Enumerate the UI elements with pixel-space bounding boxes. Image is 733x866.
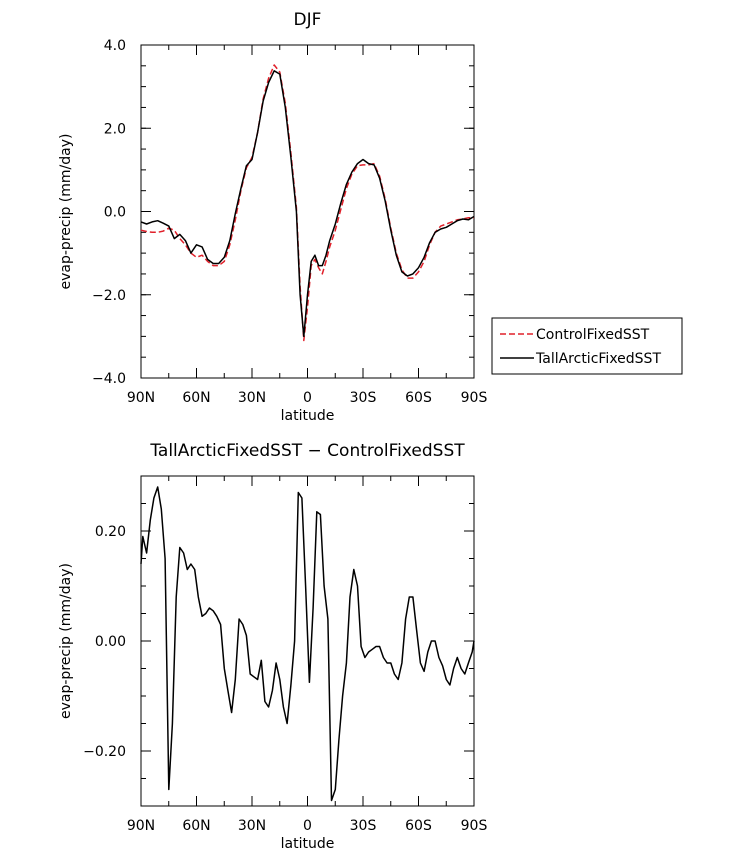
plot-frame: [140, 44, 475, 379]
x-tick-label: 60N: [182, 390, 210, 406]
x-tick-label: 60S: [405, 818, 432, 834]
chart-title: DJF: [294, 10, 322, 30]
x-axis-label: latitude: [281, 836, 335, 852]
x-axis-label: latitude: [281, 408, 335, 424]
x-tick-label: 30N: [238, 818, 266, 834]
x-tick-label: 30N: [238, 390, 266, 406]
bottom-panel: TallArcticFixedSST − ControlFixedSST 90N 6…: [58, 441, 487, 852]
y-tick-label: 4.0: [104, 38, 126, 54]
y-tick-label: −2.0: [92, 288, 126, 304]
x-tick-label: 90N: [127, 818, 155, 834]
top-panel: DJF 90N 60N 30N 0 30S 60S 90S −4.0 −2.0 0.0 2.0 4.0 l…: [58, 10, 683, 424]
x-tick-label: 0: [303, 818, 312, 834]
x-tick-label: 90S: [461, 390, 488, 406]
series-line-1: [140, 486, 475, 802]
y-tick-label: 2.0: [104, 121, 126, 137]
y-tick-label: −0.20: [83, 744, 126, 760]
y-tick-label: −4.0: [92, 371, 126, 387]
x-tick-label: 30S: [350, 818, 377, 834]
x-tick-label: 30S: [350, 390, 377, 406]
legend-label-1: ControlFixedSST: [536, 327, 650, 343]
series-line-2: [140, 70, 475, 338]
chart-title: TallArcticFixedSST − ControlFixedSST: [149, 441, 465, 461]
x-tick-label: 90N: [127, 390, 155, 406]
y-tick-label: 0.00: [95, 634, 126, 650]
x-tick-label: 0: [303, 390, 312, 406]
y-tick-label: 0.0: [104, 205, 126, 221]
x-tick-label: 60N: [182, 818, 210, 834]
y-tick-label: 0.20: [95, 524, 126, 540]
legend-label-2: TallArcticFixedSST: [535, 351, 661, 367]
y-axis-label: evap-precip (mm/day): [58, 563, 74, 719]
x-tick-label: 90S: [461, 818, 488, 834]
y-axis-label: evap-precip (mm/day): [58, 134, 74, 290]
x-tick-label: 60S: [405, 390, 432, 406]
series-line-1: [140, 64, 474, 342]
legend-box: [491, 317, 683, 375]
